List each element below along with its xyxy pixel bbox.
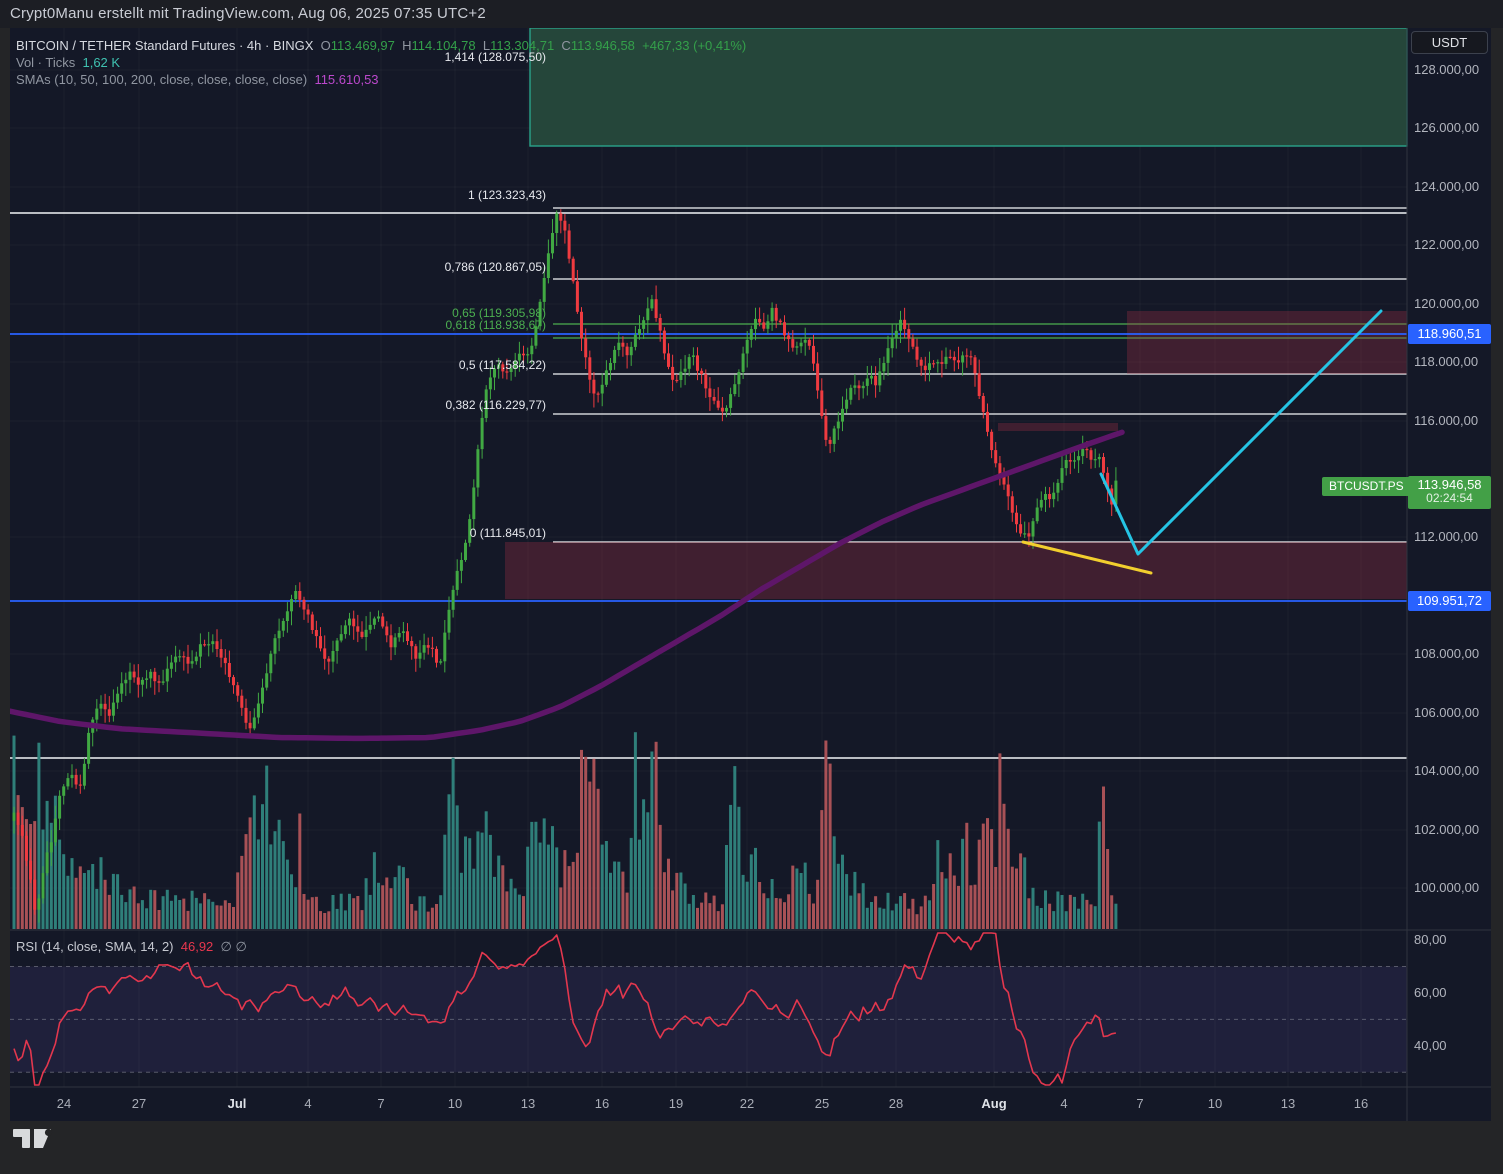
footer-bar: TradingView bbox=[0, 1121, 1503, 1174]
fib-level-label: 0,382 (116.229,77) bbox=[445, 398, 546, 412]
high-label: H bbox=[402, 38, 412, 53]
time-tick-label: 4 bbox=[1060, 1096, 1068, 1111]
fib-level-label: 1,414 (128.075,50) bbox=[444, 50, 546, 64]
close-label: C bbox=[561, 38, 571, 53]
price-tick-label: 100.000,00 bbox=[1414, 880, 1480, 895]
rsi-line bbox=[13, 932, 1117, 1086]
close-value: 113.946,58 bbox=[570, 38, 635, 53]
price-tick-label: 116.000,00 bbox=[1414, 413, 1479, 428]
legend-volume-row[interactable]: Vol · Ticks 1,62 K bbox=[16, 55, 746, 72]
last-price-value: 113.946,58 bbox=[1417, 477, 1482, 492]
sma-value: 115.610,53 bbox=[314, 72, 379, 87]
open-label: O bbox=[320, 38, 331, 53]
time-tick-label: 13 bbox=[1280, 1096, 1296, 1111]
sma-200-line bbox=[7, 429, 1125, 742]
attribution-text: Crypt0Manu erstellt mit TradingView.com,… bbox=[10, 5, 486, 22]
price-tick-label: 126.000,00 bbox=[1414, 120, 1480, 135]
rsi-value: 46,92 bbox=[180, 939, 214, 954]
time-tick-label: 4 bbox=[304, 1096, 312, 1111]
price-tick-label: 120.000,00 bbox=[1414, 296, 1480, 311]
chart-legend[interactable]: BITCOIN / TETHER Standard Futures · 4h ·… bbox=[16, 38, 746, 89]
time-tick-label: 7 bbox=[377, 1096, 385, 1111]
time-tick-label: 27 bbox=[131, 1096, 147, 1111]
time-tick-label: 24 bbox=[56, 1096, 72, 1111]
rsi-legend[interactable]: RSI (14, close, SMA, 14, 2) 46,92 ∅ ∅ bbox=[16, 939, 247, 955]
high-value: 114.104,78 bbox=[411, 38, 476, 53]
fib-level-label: 0 (111.845,01) bbox=[469, 526, 546, 540]
low-value: 113.304,71 bbox=[490, 38, 555, 53]
volume-value: 1,62 K bbox=[82, 55, 121, 70]
price-tick-label: 102.000,00 bbox=[1414, 822, 1480, 837]
yellow-trendline bbox=[1021, 540, 1153, 575]
sma-label: SMAs (10, 50, 100, 200, close, close, cl… bbox=[16, 72, 308, 87]
right-margin bbox=[1491, 28, 1503, 1121]
candles-layer bbox=[12, 209, 1118, 923]
fib-level-label: 0,786 (120.867,05) bbox=[444, 260, 546, 274]
open-value: 113.469,97 bbox=[330, 38, 395, 53]
time-tick-label: 25 bbox=[814, 1096, 830, 1111]
legend-sma-row[interactable]: SMAs (10, 50, 100, 200, close, close, cl… bbox=[16, 72, 746, 89]
rsi-tick-label: 80,00 bbox=[1414, 932, 1447, 947]
time-tick-label: 10 bbox=[1207, 1096, 1223, 1111]
time-tick-label: 16 bbox=[1353, 1096, 1369, 1111]
fib-level-label: 0,618 (118.938,67) bbox=[445, 318, 546, 332]
symbol-title: BITCOIN / TETHER Standard Futures · 4h ·… bbox=[16, 38, 314, 53]
symbol-price-label: BTCUSDT.PS bbox=[1322, 477, 1411, 496]
currency-toggle-button[interactable]: USDT bbox=[1411, 31, 1488, 54]
price-tick-label: 118.000,00 bbox=[1414, 354, 1479, 369]
fib-level-label: 0,5 (117.584,22) bbox=[458, 358, 546, 372]
legend-symbol-row[interactable]: BITCOIN / TETHER Standard Futures · 4h ·… bbox=[16, 38, 746, 55]
price-tick-label: 128.000,00 bbox=[1414, 62, 1480, 77]
price-tick-label: 124.000,00 bbox=[1414, 179, 1480, 194]
volume-label: Vol · Ticks bbox=[16, 55, 76, 70]
time-tick-label: 10 bbox=[447, 1096, 463, 1111]
price-tick-label: 122.000,00 bbox=[1414, 237, 1480, 252]
rsi-tick-label: 40,00 bbox=[1414, 1038, 1447, 1053]
time-tick-label: 13 bbox=[520, 1096, 536, 1111]
time-tick-label: Jul bbox=[227, 1096, 247, 1111]
price-line-badge-lower: 109.951,72 bbox=[1408, 591, 1491, 611]
cyan-projection-path bbox=[1099, 309, 1383, 556]
time-tick-label: 7 bbox=[1136, 1096, 1144, 1111]
time-tick-label: 16 bbox=[594, 1096, 610, 1111]
last-price-badge: 113.946,58 02:24:54 bbox=[1408, 476, 1491, 509]
time-tick-label: 19 bbox=[668, 1096, 684, 1111]
rsi-label: RSI (14, close, SMA, 14, 2) bbox=[16, 939, 174, 954]
price-tick-label: 106.000,00 bbox=[1414, 705, 1480, 720]
rsi-average-icons: ∅ ∅ bbox=[220, 939, 247, 954]
fib-level-label: 0,65 (119.305,98) bbox=[452, 306, 546, 320]
tradingview-logo-icon[interactable] bbox=[13, 1126, 55, 1152]
price-tick-label: 104.000,00 bbox=[1414, 763, 1480, 778]
time-tick-label: 22 bbox=[739, 1096, 755, 1111]
change-value: +467,33 (+0,41%) bbox=[642, 38, 747, 53]
time-tick-label: Aug bbox=[981, 1096, 1007, 1111]
price-line-badge-upper: 118.960,51 bbox=[1408, 324, 1491, 344]
price-tick-label: 112.000,00 bbox=[1414, 529, 1479, 544]
rsi-tick-label: 60,00 bbox=[1414, 985, 1447, 1000]
bar-countdown: 02:24:54 bbox=[1426, 491, 1473, 505]
left-margin bbox=[0, 28, 10, 1121]
fib-level-label: 1 (123.323,43) bbox=[467, 188, 546, 202]
attribution-bar: Crypt0Manu erstellt mit TradingView.com,… bbox=[0, 0, 1503, 28]
low-label: L bbox=[482, 38, 491, 53]
time-tick-label: 28 bbox=[888, 1096, 904, 1111]
price-tick-label: 108.000,00 bbox=[1414, 646, 1480, 661]
